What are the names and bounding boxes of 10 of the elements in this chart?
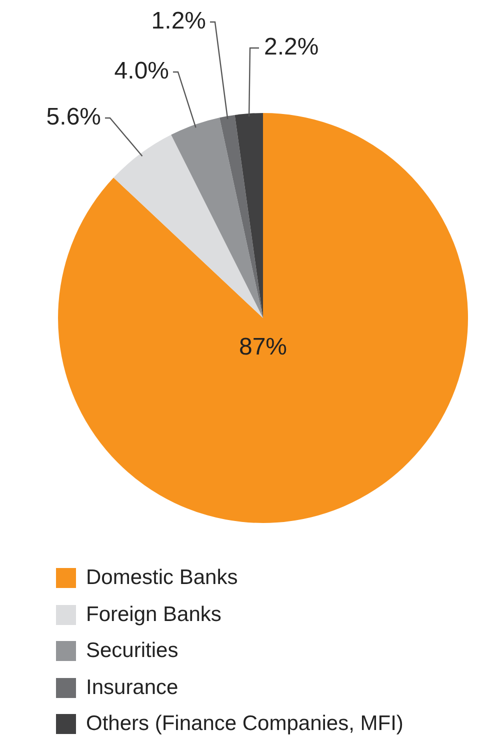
- legend-label: Insurance: [86, 676, 178, 700]
- data-label: 5.6%: [46, 104, 101, 131]
- legend-label: Securities: [86, 639, 178, 664]
- data-label: 1.2%: [151, 8, 206, 35]
- data-label: 4.0%: [114, 58, 169, 85]
- legend-label: Domestic Banks: [86, 566, 238, 590]
- data-label: 2.2%: [264, 34, 319, 61]
- legend-label: Others (Finance Companies, MFI): [86, 712, 404, 736]
- data-label: 87%: [238, 334, 288, 361]
- legend-label: Foreign Banks: [86, 602, 222, 627]
